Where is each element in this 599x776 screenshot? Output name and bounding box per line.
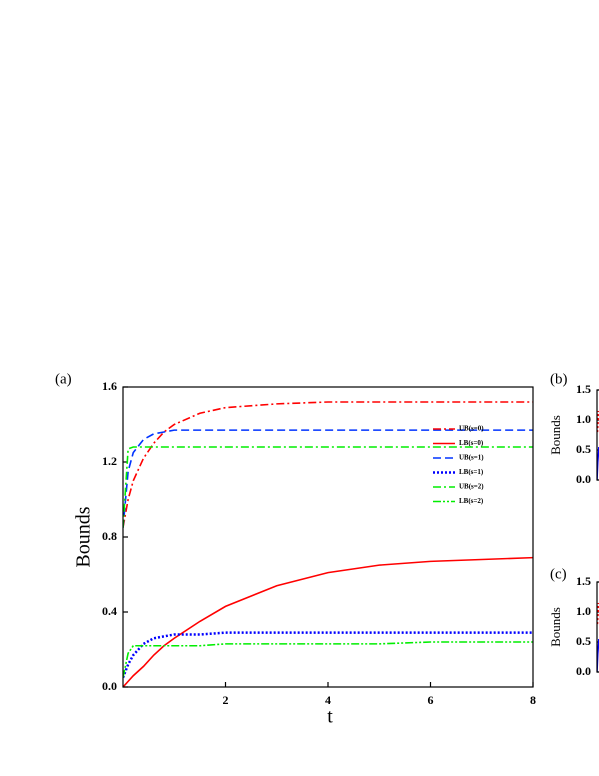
y-axis-label: Bounds — [548, 415, 563, 455]
y-tick-label: 0.0 — [576, 664, 591, 678]
x-tick-label: 6 — [428, 693, 434, 707]
data-line — [123, 446, 533, 528]
y-tick-label: 1.5 — [576, 574, 591, 588]
plot-frame — [122, 386, 534, 688]
x-tick-label: 8 — [530, 693, 536, 707]
data-line — [123, 401, 533, 528]
plot-frame — [596, 389, 599, 481]
y-tick-label: 1.0 — [576, 412, 591, 426]
plot-area — [123, 401, 533, 687]
y-axis-label: Bounds — [73, 506, 95, 567]
y-axis-label: Bounds — [548, 607, 563, 647]
panel-label: (b) — [550, 371, 568, 387]
y-tick-label: 0.5 — [576, 634, 591, 648]
legend-label: LB(s=1) — [459, 468, 484, 476]
data-line — [123, 429, 533, 528]
data-line — [123, 556, 533, 687]
legend-label: UB(s=0) — [459, 425, 484, 433]
x-tick-label: 2 — [223, 693, 229, 707]
data-line — [123, 631, 533, 679]
legend-label: LB(s=2) — [459, 497, 484, 505]
x-tick-label: 4 — [325, 693, 331, 707]
data-line — [123, 641, 533, 678]
y-tick-label: 0.0 — [576, 472, 591, 486]
plot-frame — [596, 581, 599, 673]
y-tick-label: 1.5 — [576, 382, 591, 396]
y-tick-label: 0.8 — [102, 529, 117, 543]
legend-label: UB(s=1) — [459, 454, 484, 462]
legend-label: UB(s=2) — [459, 483, 484, 491]
y-tick-label: 1.6 — [102, 379, 117, 393]
panel-label: (c) — [550, 566, 567, 582]
y-tick-label: 0.4 — [102, 604, 117, 618]
legend-label: LB(s=0) — [459, 439, 484, 447]
y-tick-label: 1.2 — [102, 454, 117, 468]
y-tick-label: 1.0 — [576, 604, 591, 618]
y-tick-label: 0.0 — [102, 679, 117, 693]
panel-label: (a) — [55, 371, 72, 387]
x-axis-label: t — [327, 706, 333, 728]
y-tick-label: 0.5 — [576, 442, 591, 456]
